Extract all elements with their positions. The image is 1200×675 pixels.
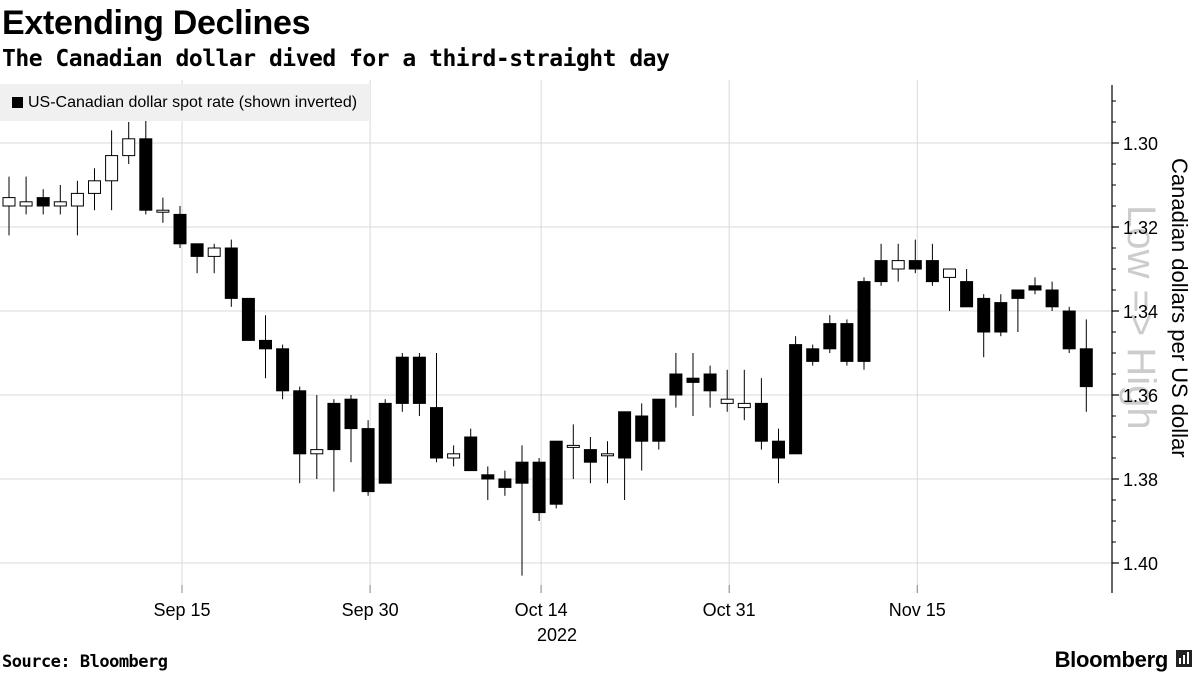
y-tick-label: 1.38	[1123, 470, 1158, 490]
candle-body	[70, 192, 84, 207]
x-tick-label: Oct 31	[703, 600, 756, 620]
x-axis-year-label: 2022	[537, 625, 577, 645]
y-axis-label: Canadian dollars per US dollar	[1167, 158, 1192, 458]
candle-body	[1045, 289, 1059, 308]
x-tick-label: Sep 15	[153, 600, 210, 620]
candle-body	[430, 407, 443, 459]
candle-body	[241, 297, 255, 341]
candle-body	[1079, 348, 1093, 388]
candle-body	[925, 260, 939, 283]
candle-body	[19, 201, 33, 207]
watermark-text: Low => High	[1119, 205, 1163, 430]
y-tick-label: 1.36	[1123, 386, 1158, 406]
chart-subtitle: The Canadian dollar dived for a third-st…	[2, 46, 670, 72]
candle-body	[737, 402, 751, 409]
candle-body	[190, 243, 204, 257]
candle-body	[618, 411, 632, 459]
x-tick-label: Sep 30	[342, 600, 399, 620]
candle-body	[823, 323, 837, 350]
candle-body	[908, 260, 922, 270]
candle-body	[464, 436, 478, 472]
candle-body	[259, 339, 272, 350]
candle-body	[156, 209, 170, 213]
candle-body	[498, 478, 512, 488]
candle-body	[583, 449, 597, 463]
candle-body	[293, 390, 307, 455]
candle-body	[977, 297, 991, 333]
candle-body	[378, 402, 392, 484]
legend: US-Canadian dollar spot rate (shown inve…	[0, 84, 370, 121]
y-axis: 1.30 1.32 1.34 1.36 1.38 1.40	[1111, 85, 1158, 593]
candle-body	[53, 201, 67, 207]
candle-body	[857, 281, 871, 362]
candle-body	[943, 268, 956, 278]
candle-body	[88, 180, 101, 194]
candle-body	[652, 398, 666, 442]
candle-body	[566, 444, 580, 448]
candle-body	[532, 461, 546, 514]
candle-body	[173, 213, 187, 245]
x-tick-label: Nov 15	[889, 600, 946, 620]
candle-body	[635, 415, 649, 442]
candle-body	[310, 449, 324, 455]
candle-body	[224, 247, 238, 299]
candle-body	[669, 373, 683, 396]
candle-body	[772, 440, 785, 459]
candle-body	[447, 453, 461, 459]
candle-body	[36, 197, 50, 207]
candles-group	[2, 113, 1093, 576]
candle-body	[139, 138, 153, 211]
candle-body	[960, 281, 974, 308]
candle-body	[601, 453, 614, 457]
chart-title: Extending Declines	[2, 4, 311, 42]
candle-body	[2, 197, 16, 207]
candle-body	[891, 260, 905, 270]
candle-body	[515, 461, 529, 484]
candle-body	[105, 155, 119, 182]
y-tick-label: 1.40	[1123, 554, 1158, 574]
candle-body	[361, 428, 375, 493]
grid-lines	[0, 80, 1112, 593]
candle-body	[1011, 289, 1025, 299]
candle-body	[874, 260, 888, 283]
candle-body	[789, 344, 803, 455]
y-tick-label: 1.34	[1123, 302, 1158, 322]
candle-body	[994, 302, 1008, 333]
candle-body	[344, 398, 358, 430]
bar-chart-icon	[1176, 650, 1192, 667]
candle-body	[549, 440, 563, 505]
candle-body	[395, 356, 409, 404]
candle-body	[806, 348, 820, 362]
brand-logo: Bloomberg	[1054, 647, 1169, 672]
candle-body	[754, 402, 768, 442]
candle-body	[207, 247, 221, 257]
candle-body	[720, 398, 734, 404]
candle-body	[122, 138, 136, 157]
candle-body	[481, 474, 495, 480]
y-tick-label: 1.32	[1123, 218, 1158, 238]
candle-body	[276, 348, 290, 392]
x-tick-label: Oct 14	[515, 600, 568, 620]
candle-body	[840, 323, 854, 362]
candle-body	[1062, 310, 1076, 350]
y-tick-label: 1.30	[1123, 134, 1158, 154]
x-axis: Sep 15 Sep 30 Oct 14 Oct 31 Nov 15	[153, 585, 946, 620]
candle-body	[686, 377, 700, 383]
candle-body	[412, 356, 426, 404]
candle-body	[1028, 285, 1042, 291]
source-note: Source: Bloomberg	[2, 652, 168, 672]
legend-label: US-Canadian dollar spot rate (shown inve…	[28, 93, 358, 111]
candle-body	[327, 402, 341, 451]
candle-body	[703, 373, 717, 392]
legend-swatch	[12, 97, 23, 108]
